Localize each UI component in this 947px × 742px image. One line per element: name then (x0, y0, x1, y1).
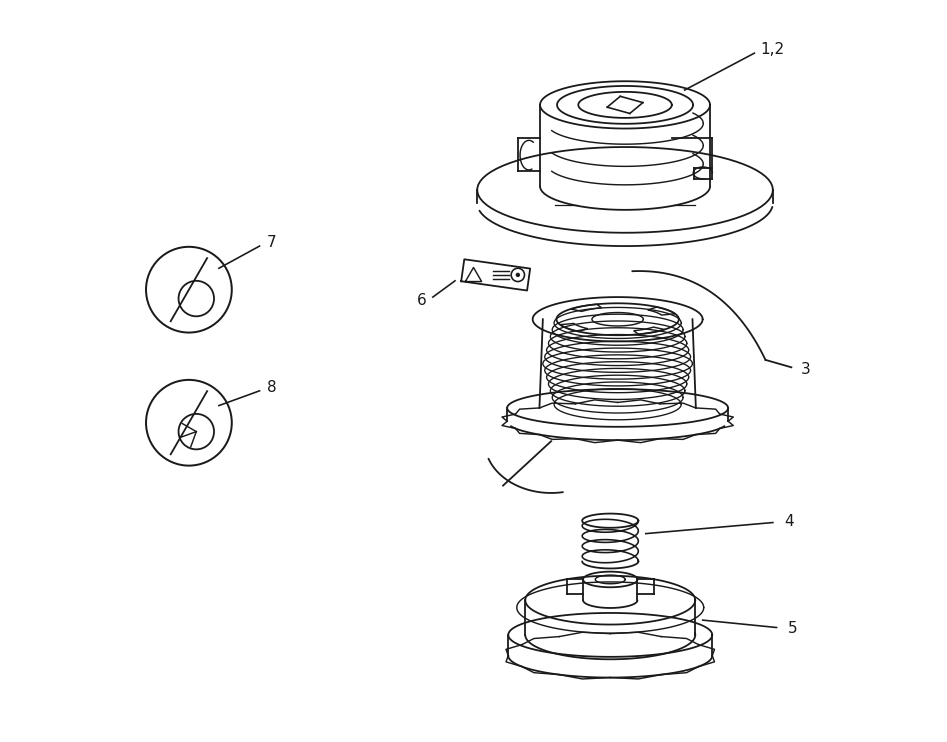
Circle shape (515, 272, 520, 277)
Text: 5: 5 (788, 622, 797, 637)
Text: 7: 7 (267, 235, 277, 250)
Text: 6: 6 (417, 293, 427, 308)
Text: 3: 3 (801, 362, 811, 377)
Text: 8: 8 (267, 380, 277, 395)
Text: 1,2: 1,2 (760, 42, 784, 57)
Text: 4: 4 (784, 513, 794, 528)
